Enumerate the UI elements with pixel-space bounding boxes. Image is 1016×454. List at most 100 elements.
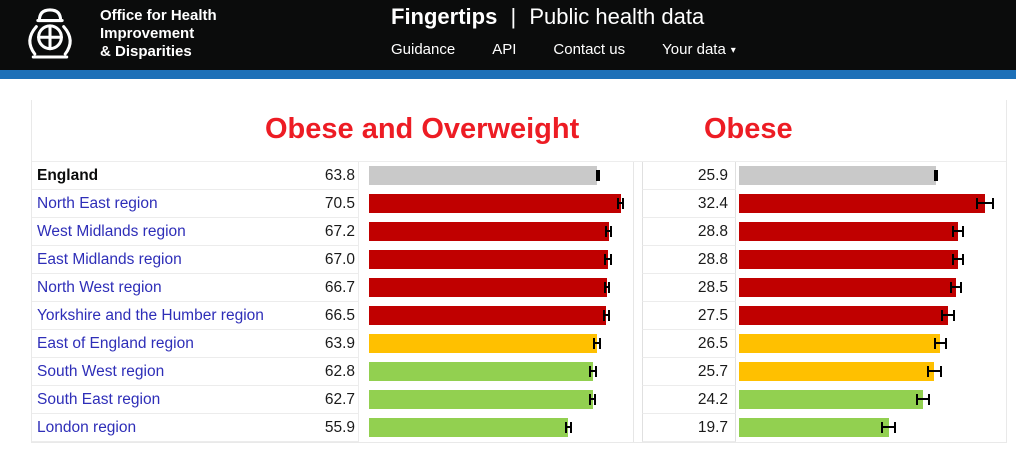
chart-divider-gap — [634, 358, 642, 386]
obese-value-cell: 32.4 — [642, 190, 736, 218]
region-link[interactable]: South East region — [37, 390, 161, 408]
obese-overweight-value: 67.2 — [324, 222, 355, 240]
table-row: West Midlands region 67.2 28.8 — [32, 218, 1006, 246]
chart-title-obese: Obese — [704, 113, 793, 145]
error-bar — [593, 338, 601, 349]
obese-overweight-bar[interactable] — [369, 166, 597, 185]
obese-overweight-bar[interactable] — [369, 362, 594, 381]
error-bar — [916, 394, 930, 405]
chart-divider-gap — [634, 386, 642, 414]
error-bar — [564, 422, 572, 433]
bar-area — [369, 386, 633, 414]
obese-bar[interactable] — [739, 306, 948, 325]
area-label-cell: London region 55.9 — [32, 414, 359, 442]
obese-overweight-bar[interactable] — [369, 390, 593, 409]
compare-areas-table: Obese and Overweight Obese England 63.8 … — [31, 100, 1007, 443]
obese-bar[interactable] — [739, 222, 958, 241]
obese-overweight-bar-cell — [359, 358, 634, 386]
area-label-cell: North East region 70.5 — [32, 190, 359, 218]
org-name-line: Office for Health — [100, 7, 217, 24]
chart-divider-gap — [634, 274, 642, 302]
region-link[interactable]: South West region — [37, 362, 165, 380]
region-link[interactable]: North East region — [37, 194, 158, 212]
error-bar — [605, 226, 613, 237]
obese-value-cell: 26.5 — [642, 330, 736, 358]
title-separator: | — [510, 4, 517, 29]
bar-area — [739, 330, 1005, 358]
region-link[interactable]: East Midlands region — [37, 250, 182, 268]
region-link[interactable]: Yorkshire and the Humber region — [37, 306, 264, 324]
site-subtitle: Public health data — [529, 4, 705, 29]
region-link[interactable]: East of England region — [37, 334, 194, 352]
obese-bar[interactable] — [739, 390, 923, 409]
chart-divider-gap — [634, 162, 642, 190]
obese-value: 24.2 — [697, 390, 728, 408]
bar-area — [739, 162, 1005, 190]
obese-overweight-bar-cell — [359, 414, 634, 442]
region-link[interactable]: West Midlands region — [37, 222, 186, 240]
error-bar — [617, 198, 624, 209]
obese-bar-cell — [736, 274, 1006, 302]
org-home-link[interactable]: Office for Health Improvement & Disparit… — [100, 7, 217, 61]
obese-overweight-bar[interactable] — [369, 222, 609, 241]
benchmark-label: England — [37, 166, 99, 184]
obese-overweight-bar[interactable] — [369, 278, 607, 297]
nav-link-your-data[interactable]: Your data ▾ — [662, 41, 736, 58]
obese-value: 28.5 — [697, 278, 728, 296]
chart-title-obese-and-overweight: Obese and Overweight — [265, 113, 580, 145]
obese-bar[interactable] — [739, 166, 936, 185]
obese-bar-cell — [736, 386, 1006, 414]
region-link[interactable]: London region — [37, 418, 137, 436]
chart-divider-gap — [634, 414, 642, 442]
site-title[interactable]: Fingertips | Public health data — [391, 4, 704, 30]
chart-divider-gap — [634, 190, 642, 218]
obese-overweight-value: 70.5 — [324, 194, 355, 212]
area-label-cell: South West region 62.8 — [32, 358, 359, 386]
obese-value: 25.9 — [697, 166, 728, 184]
nav-link-guidance[interactable]: Guidance — [391, 41, 456, 58]
error-bar — [941, 310, 955, 321]
obese-bar[interactable] — [739, 278, 956, 297]
region-link[interactable]: North West region — [37, 278, 162, 296]
accent-bar — [0, 70, 1016, 79]
obese-overweight-value: 62.7 — [324, 390, 355, 408]
obese-overweight-value: 63.8 — [324, 166, 355, 184]
obese-bar[interactable] — [739, 194, 986, 213]
table-row: Yorkshire and the Humber region 66.5 27.… — [32, 302, 1006, 330]
comparison-table-rows: England 63.8 25.9 North East region 70.5 — [32, 162, 1006, 442]
obese-value-cell: 25.7 — [642, 358, 736, 386]
obese-overweight-bar[interactable] — [369, 306, 607, 325]
obese-overweight-bar[interactable] — [369, 250, 609, 269]
obese-overweight-bar[interactable] — [369, 418, 569, 437]
obese-value: 32.4 — [697, 194, 728, 212]
bar-area — [369, 218, 633, 246]
chart-divider-gap — [634, 330, 642, 358]
site-title-fingertips: Fingertips — [391, 4, 498, 29]
obese-overweight-bar-cell — [359, 162, 634, 190]
org-name-line: Improvement — [100, 25, 195, 42]
obese-bar[interactable] — [739, 418, 889, 437]
bar-area — [369, 274, 633, 302]
table-row: South East region 62.7 24.2 — [32, 386, 1006, 414]
obese-value: 19.7 — [697, 418, 728, 436]
obese-value-cell: 28.8 — [642, 218, 736, 246]
table-row: East of England region 63.9 26.5 — [32, 330, 1006, 358]
obese-bar[interactable] — [739, 334, 941, 353]
obese-bar[interactable] — [739, 362, 935, 381]
obese-overweight-bar-cell — [359, 190, 634, 218]
obese-overweight-value: 67.0 — [324, 250, 355, 268]
bar-area — [369, 246, 633, 274]
org-name-line: & Disparities — [100, 43, 192, 60]
error-bar — [951, 254, 964, 265]
obese-value-cell: 24.2 — [642, 386, 736, 414]
obese-overweight-bar[interactable] — [369, 194, 621, 213]
obese-bar[interactable] — [739, 250, 958, 269]
obese-overweight-bar[interactable] — [369, 334, 597, 353]
nav-link-contact-us[interactable]: Contact us — [553, 41, 626, 58]
royal-crest-logo — [12, 5, 88, 65]
nav-link-api[interactable]: API — [492, 41, 517, 58]
area-label-cell: East Midlands region 67.0 — [32, 246, 359, 274]
bar-area — [369, 302, 633, 330]
obese-value-cell: 25.9 — [642, 162, 736, 190]
table-row: East Midlands region 67.0 28.8 — [32, 246, 1006, 274]
